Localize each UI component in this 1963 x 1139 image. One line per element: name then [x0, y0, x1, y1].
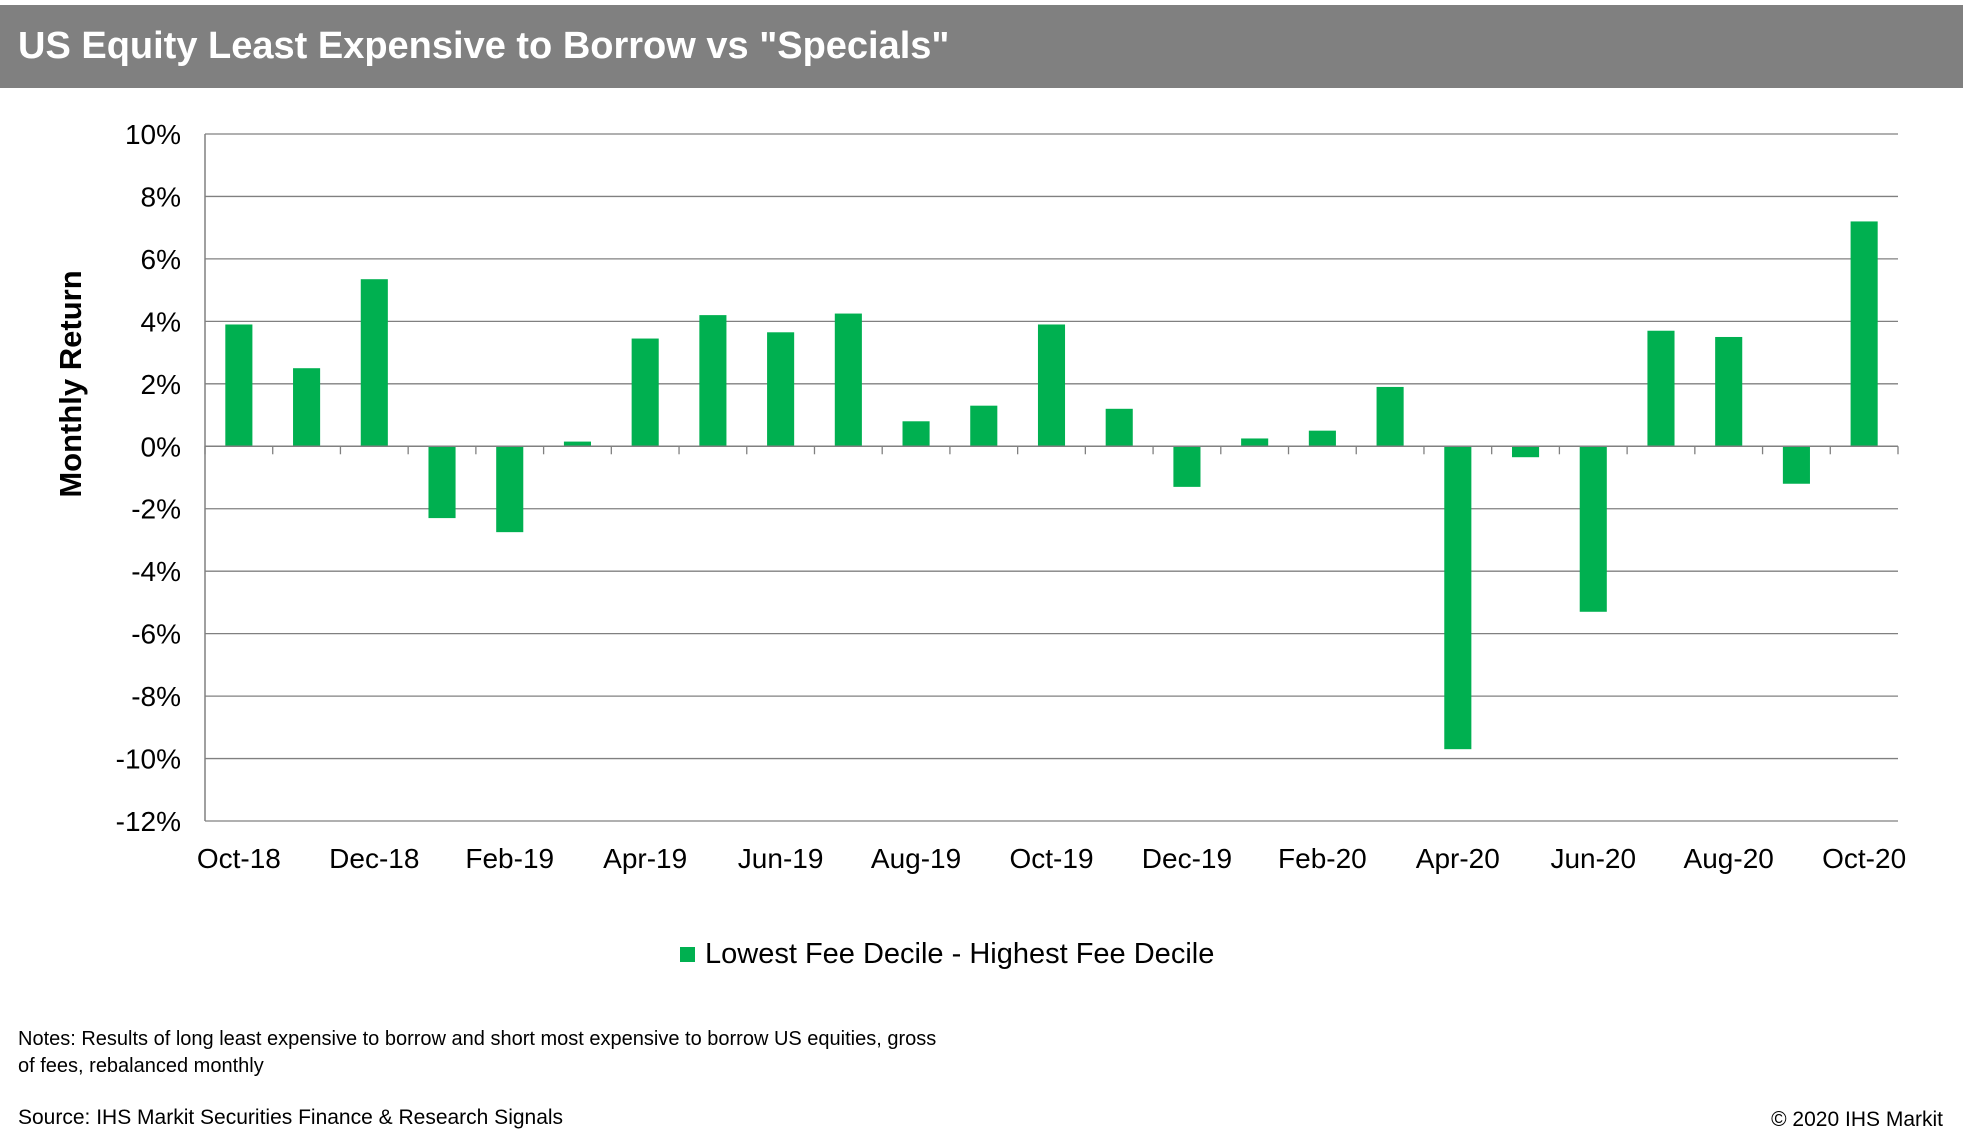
- bar: [970, 405, 998, 447]
- y-tick-label: 6%: [141, 244, 181, 275]
- bar: [1782, 446, 1810, 484]
- y-tick-label: 0%: [141, 431, 181, 462]
- bar: [902, 421, 930, 447]
- x-tick-label: Apr-19: [603, 843, 687, 874]
- copyright-text: © 2020 IHS Markit: [1771, 1108, 1943, 1131]
- bar: [563, 441, 592, 447]
- chart-title: US Equity Least Expensive to Borrow vs "…: [18, 25, 950, 67]
- x-tick-label: Jun-19: [738, 843, 824, 874]
- bar-chart: 10% 8% 6% 4% 2% 0% -2% -4% -6% -8% -10% -12% Oct-18 D…: [53, 119, 1907, 874]
- x-tick-label: Oct-19: [1009, 843, 1093, 874]
- bar: [496, 446, 524, 533]
- bars: [225, 221, 1878, 750]
- bar: [1376, 386, 1404, 447]
- x-tick-label: Oct-18: [197, 843, 281, 874]
- y-tick-label: 2%: [141, 369, 181, 400]
- x-tick-label: Jun-20: [1550, 843, 1636, 874]
- bar: [1444, 446, 1472, 750]
- bar: [767, 332, 795, 447]
- y-tick-label: -6%: [131, 619, 181, 650]
- bar: [428, 446, 456, 519]
- x-tick-label: Feb-20: [1278, 843, 1367, 874]
- x-tick-label: Dec-19: [1142, 843, 1232, 874]
- y-tick-label: -4%: [131, 556, 181, 587]
- legend-label: Lowest Fee Decile - Highest Fee Decile: [705, 937, 1215, 970]
- y-tick-label: 4%: [141, 306, 181, 337]
- bar: [1647, 330, 1675, 447]
- y-tick-label: 8%: [141, 181, 181, 212]
- bar: [1037, 324, 1066, 447]
- x-tick-label: Feb-19: [465, 843, 554, 874]
- legend-swatch: [680, 946, 695, 962]
- bar: [1511, 446, 1540, 458]
- x-tick-label: Dec-18: [329, 843, 419, 874]
- bar: [834, 313, 862, 447]
- gridlines: [205, 133, 1898, 822]
- bar: [1715, 336, 1743, 447]
- y-tick-label: -2%: [131, 494, 181, 525]
- bar: [1850, 221, 1878, 447]
- x-tick-label: Aug-19: [871, 843, 961, 874]
- title-bar: US Equity Least Expensive to Borrow vs "…: [0, 5, 1963, 88]
- bar: [1579, 446, 1607, 612]
- x-tick-label: Aug-20: [1684, 843, 1774, 874]
- tick-labels: 10% 8% 6% 4% 2% 0% -2% -4% -6% -8% -10% -12% Oct-18 D…: [116, 119, 1907, 874]
- bar: [631, 338, 659, 447]
- y-tick-label: -8%: [131, 681, 181, 712]
- bar: [1241, 438, 1269, 447]
- bar: [699, 315, 727, 447]
- x-tick-label: Oct-20: [1822, 843, 1906, 874]
- notes-text: Notes: Results of long least expensive t…: [18, 1028, 937, 1077]
- bar: [1308, 430, 1336, 447]
- y-axis-label: Monthly Return: [53, 270, 88, 497]
- y-tick-label: -12%: [116, 806, 181, 837]
- axes: [204, 134, 1899, 821]
- source-text: Source: IHS Markit Securities Finance & …: [18, 1106, 564, 1129]
- legend: Lowest Fee Decile - Highest Fee Decile: [680, 934, 1214, 974]
- bar: [1173, 446, 1201, 487]
- y-tick-label: -10%: [116, 744, 181, 775]
- bar: [360, 279, 388, 447]
- bar: [1105, 408, 1133, 447]
- y-tick-label: 10%: [125, 119, 181, 150]
- bar: [293, 368, 321, 447]
- x-tick-label: Apr-20: [1416, 843, 1500, 874]
- bar: [225, 324, 253, 447]
